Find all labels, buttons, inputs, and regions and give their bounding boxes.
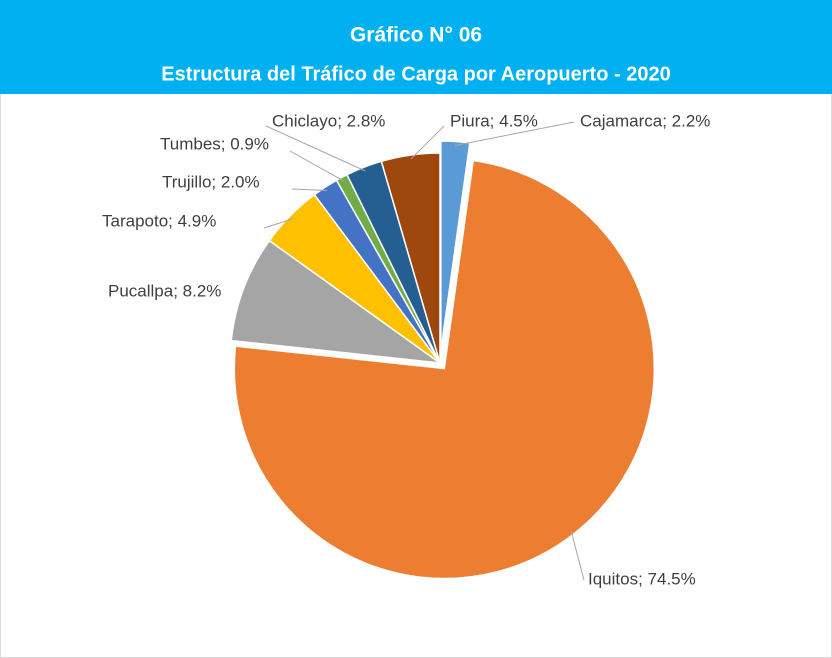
data-label: Piura; 4.5% [450, 111, 538, 130]
data-label: Chiclayo; 2.8% [272, 111, 385, 130]
leader-line [263, 218, 294, 229]
leader-line [289, 150, 344, 182]
chart-title: Gráfico N° 06 [350, 24, 482, 47]
data-label: Pucallpa; 8.2% [108, 281, 221, 300]
pie-slice [230, 239, 443, 365]
header-band [0, 0, 832, 94]
pie-slice [380, 152, 441, 364]
data-label: Iquitos; 74.5% [588, 569, 696, 588]
chart-subtitle: Estructura del Tráfico de Carga por Aero… [161, 63, 670, 85]
data-label: Tumbes; 0.9% [160, 134, 269, 153]
data-label: Trujillo; 2.0% [162, 172, 260, 191]
data-label: Tarapoto; 4.9% [102, 211, 216, 230]
pie-slice [233, 159, 656, 580]
leader-line [454, 121, 575, 147]
data-label: Cajamarca; 2.2% [580, 111, 710, 130]
leader-line [291, 188, 328, 191]
leader-line [410, 125, 445, 160]
leader-line [570, 530, 585, 581]
leader-line [265, 125, 366, 172]
